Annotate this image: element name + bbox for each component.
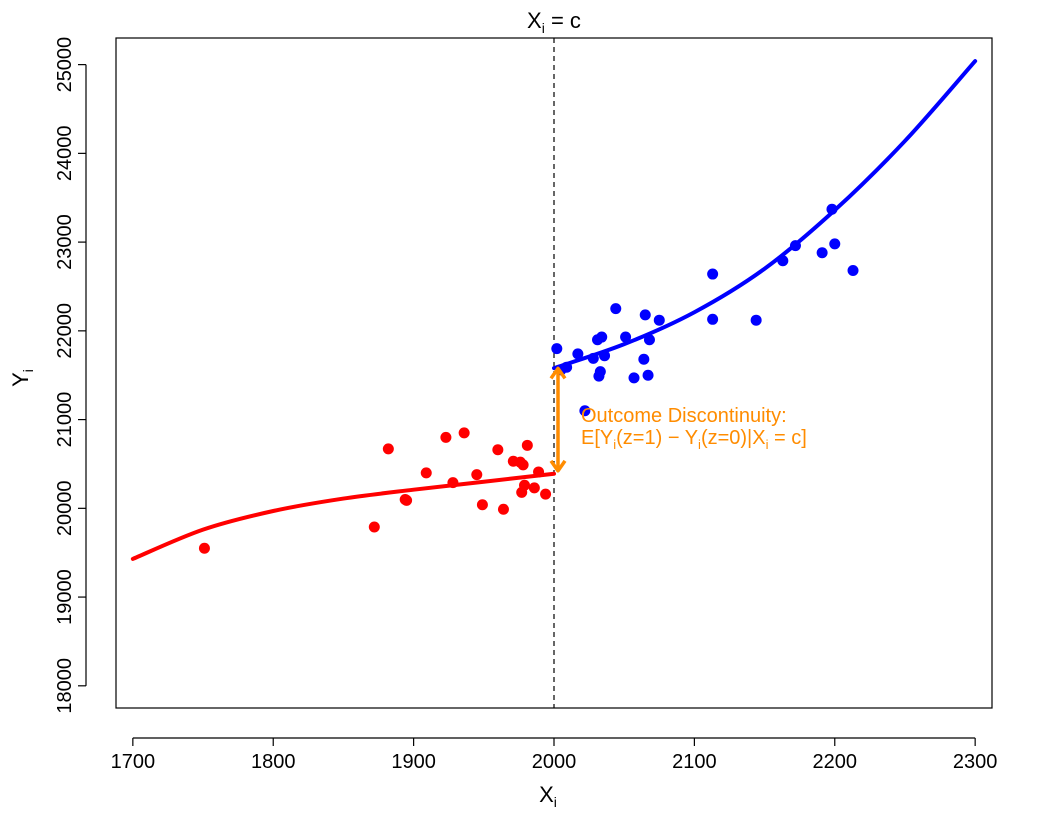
data-point-1 <box>628 372 640 384</box>
y-tick-label: 18000 <box>54 658 76 714</box>
data-point-0 <box>458 427 470 439</box>
data-point-0 <box>447 477 459 489</box>
data-point-1 <box>777 255 789 267</box>
discontinuity-arrowhead-top <box>549 366 567 380</box>
x-axis-title: Xi <box>539 782 557 810</box>
data-point-1 <box>829 238 841 250</box>
y-tick-label: 19000 <box>54 569 76 625</box>
annotation-group: Outcome Discontinuity:E[Yi(z=1) − Yi(z=0… <box>549 366 807 473</box>
fit-curve-0 <box>130 471 556 561</box>
axes-group: 1700 1800 1900 2000 2100 2200 2300 Xi 18000 19000… <box>8 8 997 810</box>
data-point-1 <box>638 353 650 365</box>
data-point-0 <box>492 444 504 456</box>
data-point-1 <box>750 314 762 326</box>
data-point-1 <box>596 331 608 343</box>
data-point-1 <box>587 352 599 364</box>
fit-curve-1 <box>552 59 978 371</box>
data-point-0 <box>420 467 432 479</box>
data-point-1 <box>826 203 838 215</box>
data-point-0 <box>517 459 529 471</box>
data-point-0 <box>521 439 533 451</box>
data-point-1 <box>579 405 591 417</box>
data-point-1 <box>707 268 719 280</box>
x-tick-label: 1900 <box>391 751 436 773</box>
data-point-1 <box>551 343 563 355</box>
data-point-1 <box>639 309 651 321</box>
data-point-0 <box>533 466 545 478</box>
data-point-0 <box>368 521 380 533</box>
data-point-1 <box>642 369 654 381</box>
data-point-1 <box>816 247 828 259</box>
data-point-1 <box>594 366 606 378</box>
data-point-1 <box>643 334 655 346</box>
y-tick-label: 23000 <box>54 214 76 270</box>
x-tick-label: 1700 <box>111 751 156 773</box>
data-point-1 <box>653 314 665 326</box>
discontinuity-arrowhead-bottom <box>549 459 567 473</box>
annotation-line-1: Outcome Discontinuity: <box>581 405 787 427</box>
data-point-1 <box>620 331 632 343</box>
y-tick-label: 20000 <box>54 481 76 537</box>
x-tick-label: 2100 <box>672 751 717 773</box>
x-tick-label: 2200 <box>813 751 858 773</box>
y-tick-label: 24000 <box>54 126 76 182</box>
data-point-1 <box>789 240 801 252</box>
x-tick-label: 1800 <box>251 751 296 773</box>
data-point-1 <box>572 348 584 360</box>
data-point-0 <box>440 431 452 443</box>
data-point-0 <box>198 542 210 554</box>
data-point-0 <box>497 503 509 515</box>
data-point-0 <box>540 488 552 500</box>
y-axis-title: Yi <box>8 369 36 387</box>
data-point-0 <box>382 443 394 455</box>
cutoff-label: Xi = c <box>527 8 581 36</box>
data-point-1 <box>561 361 573 373</box>
data-point-1 <box>599 350 611 362</box>
y-tick-label: 22000 <box>54 303 76 359</box>
data-point-0 <box>519 479 531 491</box>
x-tick-label: 2000 <box>532 751 577 773</box>
y-tick-label: 25000 <box>54 37 76 93</box>
data-point-0 <box>471 469 483 481</box>
y-tick-label: 21000 <box>54 392 76 448</box>
data-point-1 <box>847 265 859 277</box>
curves-group <box>130 59 978 561</box>
data-point-0 <box>528 482 540 494</box>
data-point-0 <box>476 499 488 511</box>
data-point-0 <box>401 494 413 506</box>
annotation-line-2: E[Yi(z=1) − Yi(z=0)|Xi = c] <box>581 427 807 452</box>
x-tick-label: 2300 <box>953 751 998 773</box>
points-group <box>198 203 859 554</box>
data-point-1 <box>707 313 719 325</box>
data-point-1 <box>610 303 622 315</box>
